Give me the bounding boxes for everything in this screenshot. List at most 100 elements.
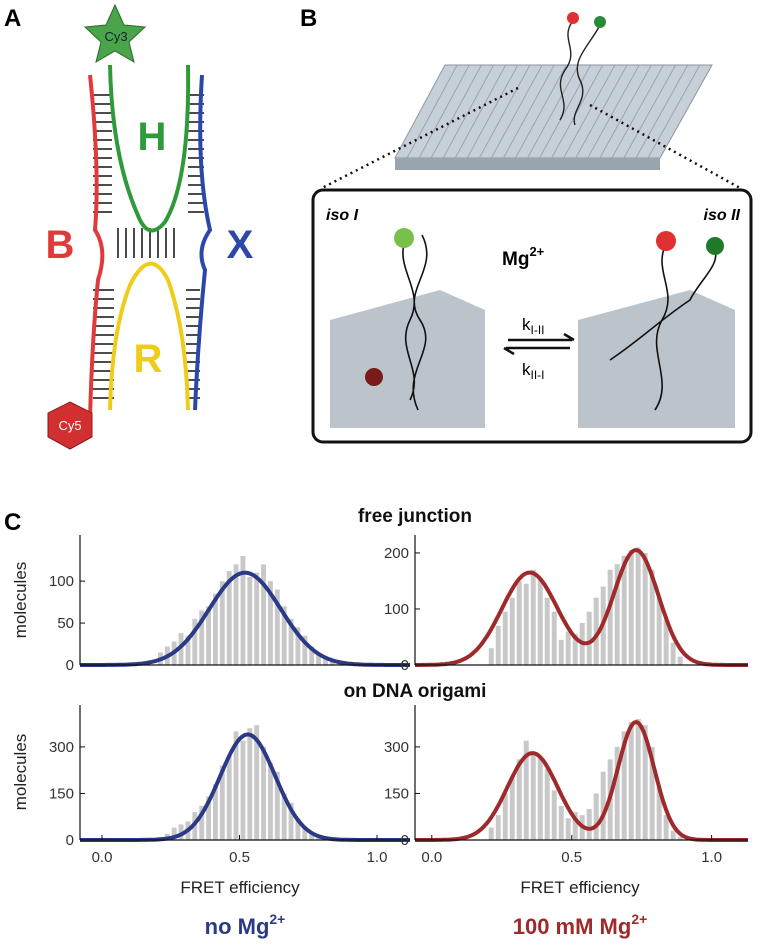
mg-text: Mg [502,249,529,270]
surface [578,290,735,428]
x-axis-label: FRET efficiency [520,878,640,897]
bar [206,796,211,840]
bar [572,812,578,840]
y-tick-label: 0 [401,657,409,674]
bar [551,611,557,665]
bar [309,646,315,665]
bar [558,639,564,665]
bar [670,642,676,665]
histogram: 0 150 300 0.0 0.5 1.0 [384,705,749,866]
bar [206,606,211,665]
dye [706,237,724,255]
y-tick-label: 200 [384,545,409,562]
bar [233,564,239,665]
y-tick-label: 300 [384,739,409,756]
bar [240,555,246,665]
bar [288,618,294,665]
bar [614,564,620,665]
condition-label: 100 mM Mg2+ [513,911,648,939]
bar [628,722,634,840]
origami-edge [395,158,660,170]
bar [281,606,287,665]
bar [233,731,239,840]
bar [268,581,273,665]
cy3-label: Cy3 [104,29,127,44]
bar [586,808,592,840]
bar [544,768,550,840]
iso-label: iso II [704,207,741,224]
y-tick-label: 150 [384,785,409,802]
bar [240,740,246,840]
bar [329,659,335,665]
bar [516,580,522,665]
bar [488,827,494,840]
bar [642,725,648,840]
bar [649,746,655,840]
bar [219,581,225,665]
panel-b: B iso I iso II Mg2+ kI-II kII-I [300,5,753,444]
equilibrium-arrows [503,332,575,356]
bar [537,756,543,840]
bar [635,547,641,665]
bar [523,583,529,665]
bar [254,725,260,840]
cy5-label: Cy5 [58,418,81,433]
bar [302,827,308,840]
bar [171,827,177,840]
bar [254,572,260,665]
bar [302,635,308,665]
cy5-hexagon [47,401,93,450]
condition-text: no Mg [205,914,270,939]
bar [226,571,232,665]
bar [642,552,648,665]
bar [544,597,550,665]
bar [488,648,494,665]
bar [523,740,529,840]
histogram: 0 150 300 0.0 0.5 1.0 [49,705,411,866]
fit-curve [79,570,411,667]
bar [199,610,205,665]
strand-b [88,74,105,421]
bar [621,555,627,665]
bar [614,746,620,840]
bar [663,620,669,665]
strand-label: B [46,223,75,267]
bar [628,550,634,665]
bar [261,746,266,840]
bar [607,569,613,665]
bar [288,802,294,840]
bar [213,593,218,665]
bar [509,777,515,840]
bar [586,611,592,665]
bar [677,836,683,840]
iso-label: iso I [326,207,359,224]
condition-sup: 2+ [631,911,647,927]
y-axis-label: molecules [11,734,30,811]
bar [656,597,662,665]
y-tick-label: 150 [49,785,74,802]
x-axis-label: FRET efficiency [180,878,300,897]
bar [530,569,536,665]
y-tick-label: 100 [49,573,74,590]
bar [192,618,198,665]
condition-label: no Mg2+ [205,911,286,939]
bar [565,818,571,840]
rate-label: kII-I [522,360,545,382]
fit-curve [414,720,749,842]
bar [649,569,655,665]
bar [656,787,662,840]
bar [677,656,683,665]
bar [185,635,191,665]
row-title: on DNA origami [344,681,487,702]
y-tick-label: 0 [401,832,409,849]
bar [323,656,328,665]
bar [199,805,205,840]
helix [402,234,428,411]
histogram: 0 100 200 [384,535,749,674]
y-axis-label: molecules [11,562,30,639]
strand-label: X [227,223,254,267]
strand-x [193,74,213,411]
surface [330,290,485,428]
bar [495,815,501,840]
